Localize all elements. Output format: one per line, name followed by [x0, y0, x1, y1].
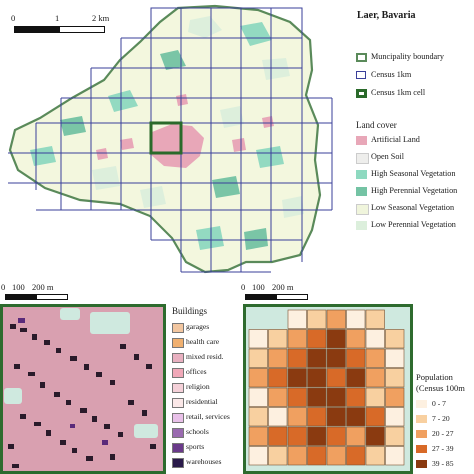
population-cell: [385, 368, 405, 388]
population-cell: [307, 407, 327, 427]
population-cell: [365, 329, 385, 349]
high-perennial-vegetation-swatch: [356, 187, 367, 196]
population-cell: [385, 407, 405, 427]
population-cell: [365, 368, 385, 388]
population-cell: [385, 387, 405, 407]
population-cell: [287, 329, 307, 349]
population-cell: [287, 446, 307, 466]
population-cell: [268, 426, 288, 446]
census-cell-swatch: [356, 89, 367, 98]
buildings-inset-map: [0, 304, 166, 474]
population-cell: [326, 407, 346, 427]
population-cell: [307, 426, 327, 446]
population-cell: [326, 426, 346, 446]
map-title: Laer, Bavaria: [357, 10, 416, 21]
population-cell: [365, 309, 385, 329]
population-cell: [248, 368, 268, 388]
census-1km-swatch: [356, 71, 366, 79]
population-cell: [307, 387, 327, 407]
artificial-land-swatch: [356, 136, 367, 145]
population-cell: [287, 387, 307, 407]
population-cell: [307, 309, 327, 329]
high-seasonal-vegetation-swatch: [356, 170, 367, 179]
right-scalebar-tick-2: 200 m: [272, 282, 294, 292]
population-cell: [287, 407, 307, 427]
population-cell: [346, 387, 366, 407]
population-cell: [365, 407, 385, 427]
population-cell: [268, 329, 288, 349]
population-cell: [365, 348, 385, 368]
population-cell: [287, 309, 307, 329]
population-cell: [385, 348, 405, 368]
population-cell: [385, 446, 405, 466]
population-cell: [346, 329, 366, 349]
right-scalebar-tick-0: 0: [241, 282, 246, 292]
population-cell: [268, 387, 288, 407]
population-legend: Population (Census 100m 0 - 7 7 - 20 20 …: [416, 372, 465, 468]
boundary-legend: Muncipality boundary Census 1km Census 1…: [356, 52, 474, 108]
highlighted-census-cell: [149, 121, 183, 155]
population-cell: [346, 446, 366, 466]
buildings-legend: Buildings garages health care mixed resi…: [172, 306, 230, 468]
scalebar-tick-1: 1: [55, 13, 60, 23]
land-cover-legend: Land cover Artificial Land Open Soil Hig…: [356, 120, 458, 230]
right-scalebar-tick-1: 100: [252, 282, 265, 292]
population-cell: [287, 348, 307, 368]
urban-core: [150, 124, 204, 168]
open-soil-swatch: [356, 153, 369, 164]
population-cell: [346, 348, 366, 368]
population-cell: [365, 446, 385, 466]
population-cell: [346, 407, 366, 427]
scalebar-tick-0: 0: [11, 13, 16, 23]
population-cell: [248, 348, 268, 368]
population-cell: [346, 368, 366, 388]
population-cell: [365, 426, 385, 446]
population-cell: [326, 329, 346, 349]
population-cell: [326, 446, 346, 466]
scalebar-tick-2: 2 km: [92, 13, 110, 23]
population-cell: [385, 426, 405, 446]
population-cell: [307, 348, 327, 368]
population-cell: [287, 426, 307, 446]
population-cell: [248, 387, 268, 407]
population-cell: [248, 329, 268, 349]
low-seasonal-vegetation-swatch: [356, 204, 369, 215]
left-scalebar-tick-1: 100: [12, 282, 25, 292]
population-cell: [287, 368, 307, 388]
population-legend-subtitle: (Census 100m: [416, 383, 465, 393]
population-cell: [268, 368, 288, 388]
population-cell: [326, 309, 346, 329]
population-cell: [346, 309, 366, 329]
low-perennial-vegetation-swatch: [356, 221, 367, 230]
land-cover-title: Land cover: [356, 120, 397, 130]
main-scalebar: 0 1 2 km: [8, 10, 110, 40]
population-cell: [307, 368, 327, 388]
municipality-boundary-swatch: [356, 53, 367, 62]
population-cell: [307, 446, 327, 466]
population-legend-title: Population: [416, 372, 453, 382]
population-cell: [248, 426, 268, 446]
left-inset-scalebar: 0 100 200 m: [0, 280, 100, 302]
right-inset-scalebar: 0 100 200 m: [240, 280, 340, 302]
population-cell: [268, 446, 288, 466]
population-cell: [365, 387, 385, 407]
population-cell: [326, 387, 346, 407]
population-grid-map: [243, 304, 413, 474]
buildings-legend-title: Buildings: [172, 306, 208, 316]
population-cell: [268, 407, 288, 427]
population-cell: [385, 329, 405, 349]
population-cell: [248, 446, 268, 466]
population-cell: [346, 426, 366, 446]
population-cell: [268, 348, 288, 368]
population-cell: [326, 348, 346, 368]
population-cell: [307, 329, 327, 349]
population-cell: [248, 407, 268, 427]
left-scalebar-tick-2: 200 m: [32, 282, 54, 292]
left-scalebar-tick-0: 0: [1, 282, 6, 292]
population-cell: [326, 368, 346, 388]
